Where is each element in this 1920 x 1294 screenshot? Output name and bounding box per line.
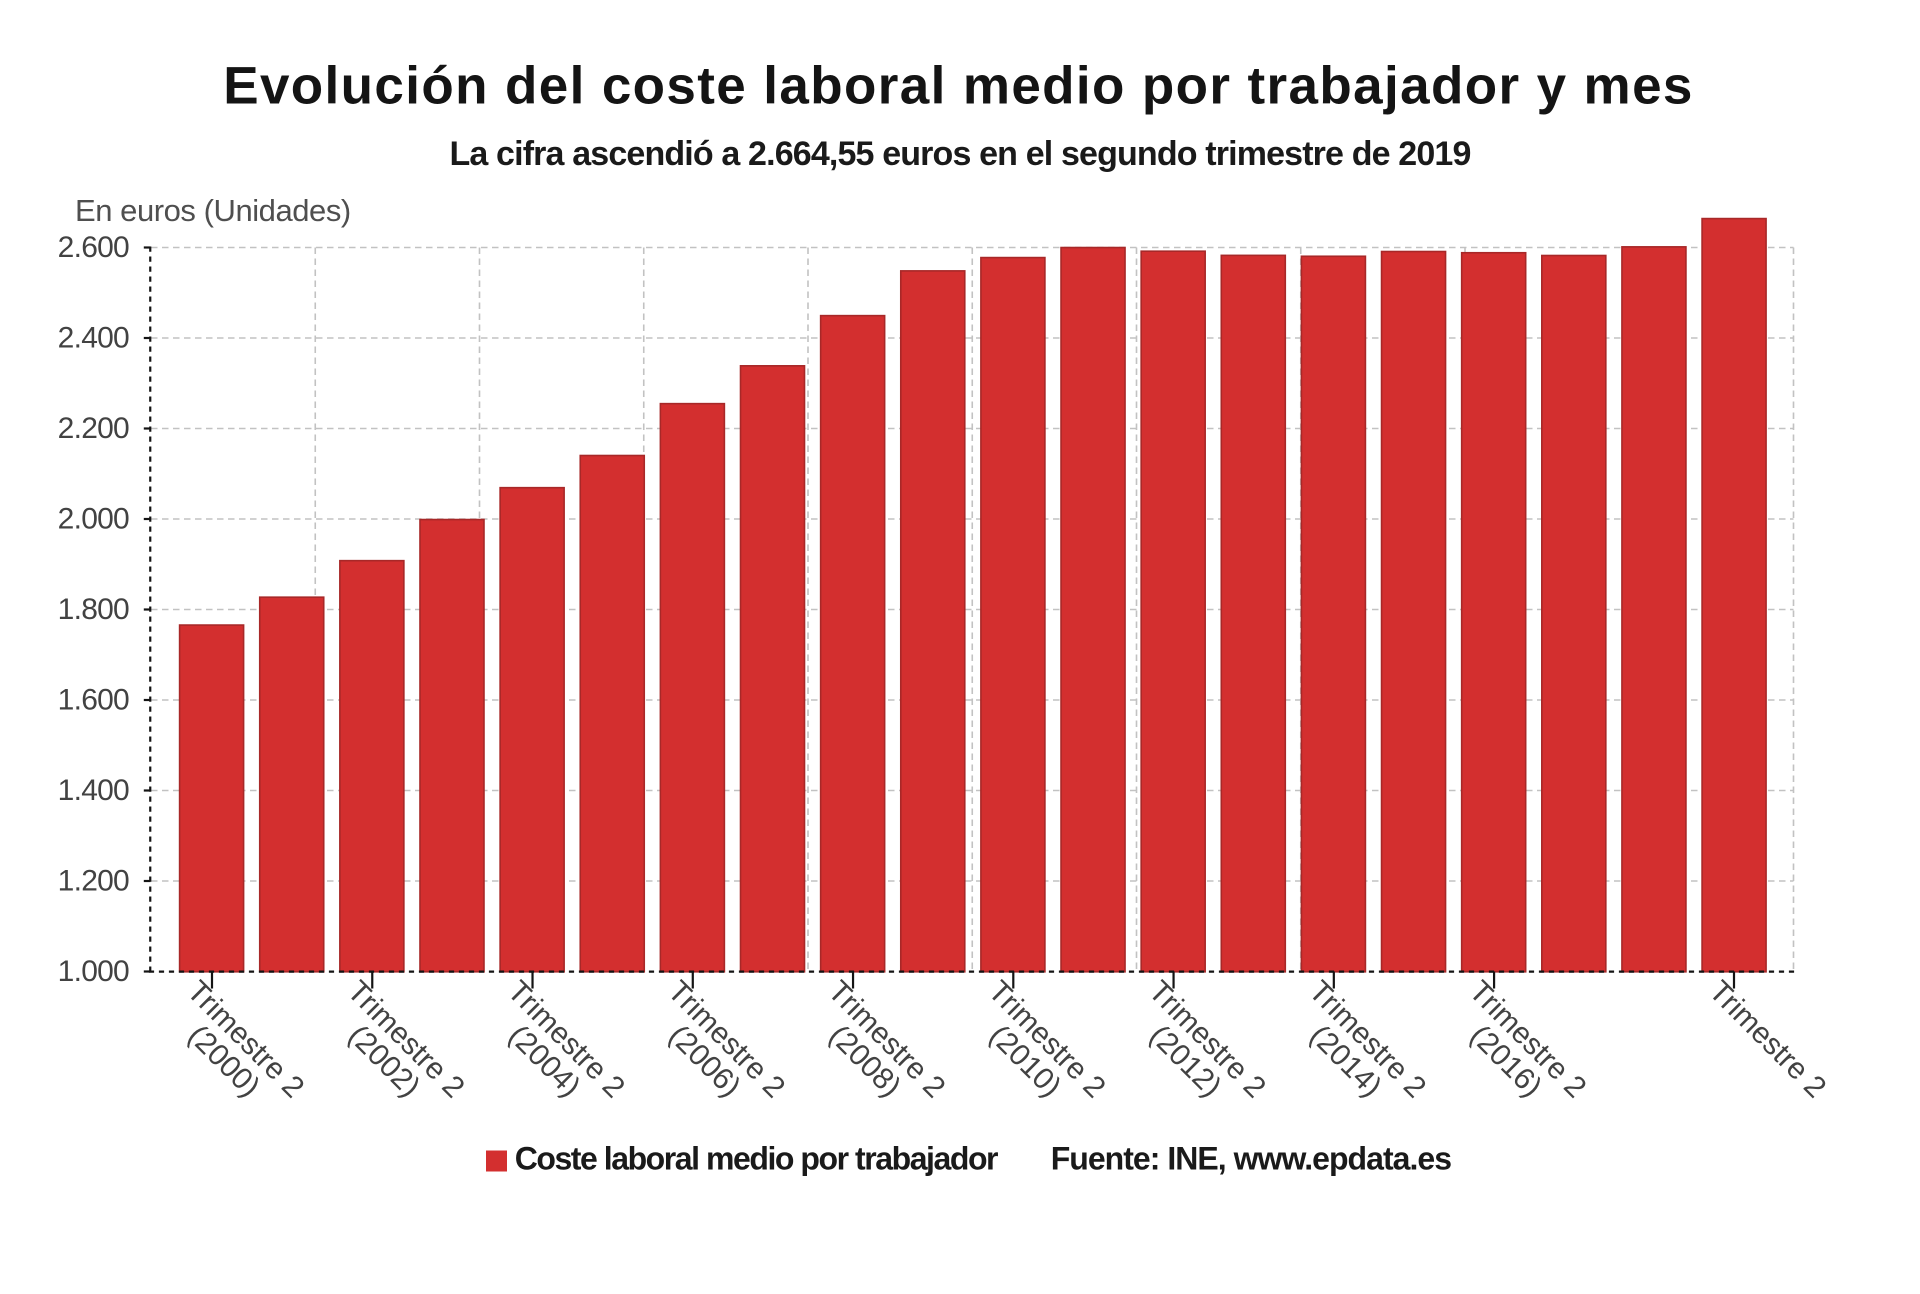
svg-text:2.200: 2.200 [58,412,129,445]
svg-text:La cifra ascendió a 2.664,55 e: La cifra ascendió a 2.664,55 euros en el… [449,135,1470,173]
svg-text:Fuente: INE, www.epdata.es: Fuente: INE, www.epdata.es [1051,1140,1452,1176]
svg-text:En euros (Unidades): En euros (Unidades) [75,193,351,228]
svg-text:Evolución del coste laboral me: Evolución del coste laboral medio por tr… [223,57,1694,116]
svg-text:1.400: 1.400 [58,774,129,807]
svg-text:2.400: 2.400 [58,322,129,355]
svg-text:1.800: 1.800 [58,593,129,626]
svg-text:1.600: 1.600 [58,684,129,717]
svg-text:2.000: 2.000 [58,503,129,536]
svg-text:1.000: 1.000 [58,955,129,988]
svg-text:2.600: 2.600 [58,231,129,264]
svg-text:Trimestre 2: Trimestre 2 [1703,975,1833,1105]
svg-text:1.200: 1.200 [58,865,129,898]
svg-text:Coste laboral medio por trabaj: Coste laboral medio por trabajador [515,1140,998,1176]
